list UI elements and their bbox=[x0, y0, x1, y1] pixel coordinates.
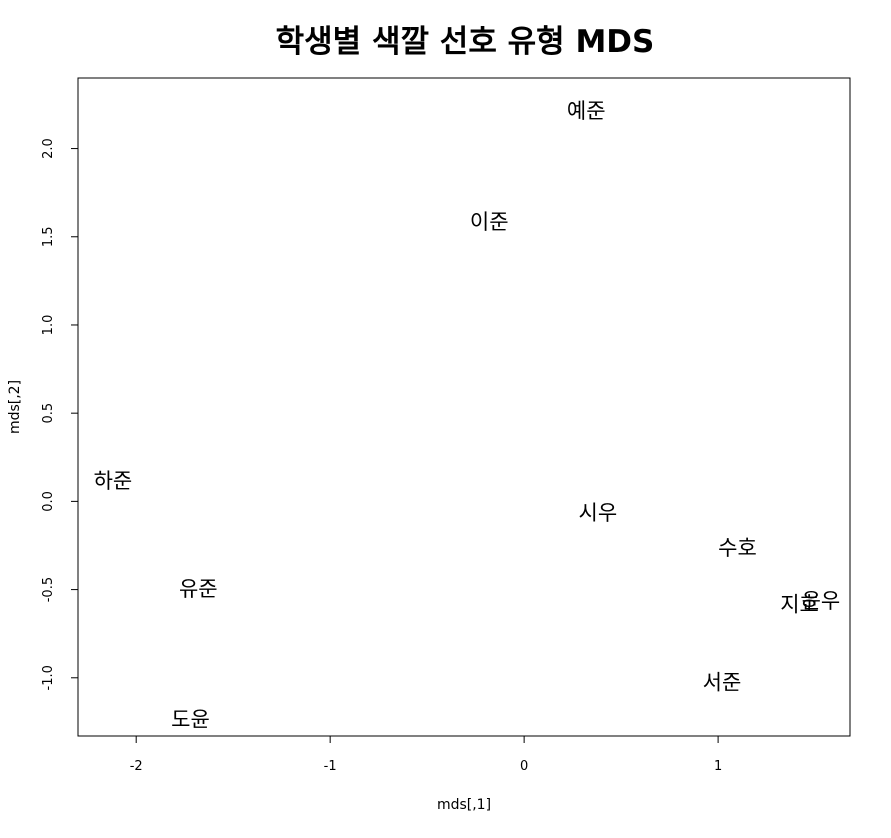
point-label: 시우 bbox=[579, 501, 618, 525]
y-axis: -1.0 -0.5 0.0 0.5 1.0 1.5 2.0 bbox=[41, 138, 79, 690]
point-label: 하준 bbox=[94, 469, 133, 493]
x-axis: -2 -1 0 1 bbox=[130, 735, 722, 774]
point-label: 유준 bbox=[179, 577, 218, 601]
point-label: 이준 bbox=[470, 210, 509, 234]
point-label: 도윤 bbox=[171, 707, 210, 731]
point-label: 지호 bbox=[780, 593, 819, 617]
y-tick-label: -0.5 bbox=[41, 577, 56, 602]
plot-frame bbox=[77, 77, 851, 737]
y-axis-label: mds[,2] bbox=[7, 380, 23, 434]
x-tick-label: -1 bbox=[324, 759, 337, 774]
point-label: 윤우 bbox=[802, 589, 841, 613]
y-tick-label: -1.0 bbox=[41, 665, 56, 690]
point-label: 예준 bbox=[567, 99, 606, 123]
y-tick-label: 2.0 bbox=[41, 138, 56, 159]
x-axis-label: mds[,1] bbox=[437, 797, 491, 813]
point-label: 수호 bbox=[718, 536, 757, 560]
x-tick-label: 1 bbox=[714, 759, 722, 774]
y-tick-label: 1.0 bbox=[41, 315, 56, 336]
chart-title: 학생별 색깔 선호 유형 MDS bbox=[276, 24, 655, 60]
point-label: 서준 bbox=[703, 670, 742, 694]
y-tick-label: 0.0 bbox=[41, 491, 56, 512]
y-tick-label: 0.5 bbox=[41, 403, 56, 424]
x-tick-label: 0 bbox=[520, 759, 528, 774]
y-tick-label: 1.5 bbox=[41, 226, 56, 247]
x-tick-label: -2 bbox=[130, 759, 143, 774]
